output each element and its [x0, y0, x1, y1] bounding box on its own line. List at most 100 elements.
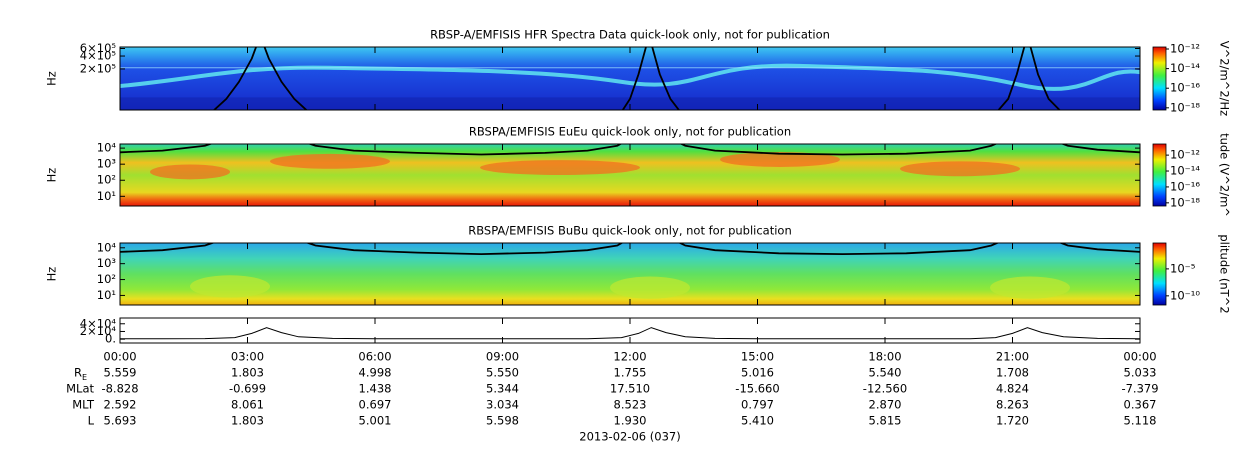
- ephemeris-label: L: [88, 414, 95, 428]
- colorbar: [1152, 46, 1167, 111]
- colorbar-tick-label: 10⁻¹⁴: [1170, 164, 1200, 178]
- y-tick-label: 10²: [97, 272, 116, 286]
- ephemeris-value: -15.660: [735, 382, 779, 396]
- y-tick-label: 10⁴: [97, 240, 117, 254]
- colorbar-tick-label: 10⁻¹⁸: [1170, 195, 1200, 209]
- ephemeris-value: -8.828: [101, 382, 138, 396]
- ephemeris-value: -0.699: [229, 382, 266, 396]
- ephemeris-value: 8.263: [996, 398, 1029, 412]
- y-axis-label: Hz: [45, 71, 59, 86]
- colorbar-label: plitude (nT^2: [1218, 234, 1232, 313]
- ephemeris-value: 4.824: [996, 382, 1029, 396]
- ephemeris-value: -12.560: [863, 382, 907, 396]
- ephemeris-value: 3.034: [486, 398, 519, 412]
- ephemeris-value: 1.438: [359, 382, 392, 396]
- colorbar-tick-label: 10⁻¹²: [1170, 42, 1200, 56]
- colorbar: [1152, 143, 1167, 207]
- ephemeris-label: MLat: [66, 382, 94, 396]
- ephemeris-value: 5.001: [359, 414, 392, 428]
- y-axis-label: Hz: [45, 267, 59, 282]
- x-tick-label: 00:00: [1123, 350, 1156, 364]
- ephemeris-value: 17.510: [610, 382, 650, 396]
- ephemeris-value: 0.697: [359, 398, 392, 412]
- ephemeris-value: 5.815: [869, 414, 902, 428]
- y-tick-label: 6×10⁵: [80, 41, 117, 55]
- ephemeris-value: 5.598: [486, 414, 519, 428]
- overlay-line: [212, 47, 1061, 110]
- texture: [270, 153, 390, 169]
- ephemeris-value: 0.367: [1124, 398, 1157, 412]
- ephemeris-value: 5.344: [486, 382, 519, 396]
- y-tick-label: 2×10⁵: [80, 61, 117, 75]
- y-tick-label: 2×10⁴: [80, 324, 117, 338]
- panel-title: RBSP-A/EMFISIS HFR Spectra Data quick-lo…: [430, 28, 830, 42]
- texture: [900, 161, 1020, 177]
- ephemeris-value: 5.540: [869, 366, 902, 380]
- ephemeris-value: 5.016: [741, 366, 774, 380]
- ephemeris-value: 8.523: [614, 398, 647, 412]
- colorbar-tick-label: 10⁻¹⁸: [1170, 100, 1200, 114]
- y-tick-label: 10²: [97, 173, 116, 187]
- date-label: 2013-02-06 (037): [579, 430, 680, 444]
- ephemeris-value: 1.930: [614, 414, 647, 428]
- y-tick-label: 4×10⁴: [80, 316, 117, 330]
- ephemeris-value: 2.592: [104, 398, 137, 412]
- x-tick-label: 09:00: [486, 350, 519, 364]
- panel-title: RBSPA/EMFISIS EuEu quick-look only, not …: [469, 125, 791, 139]
- ephemeris-value: 1.803: [231, 414, 264, 428]
- x-tick-label: 12:00: [613, 350, 646, 364]
- ephemeris-value: 8.061: [231, 398, 264, 412]
- colorbar-label: tude (V^2/m^: [1218, 133, 1232, 217]
- ephemeris-label: MLT: [72, 398, 95, 412]
- x-tick-label: 03:00: [231, 350, 264, 364]
- ephemeris-value: 4.998: [359, 366, 392, 380]
- y-tick-label: 0.: [105, 332, 116, 346]
- texture: [190, 275, 270, 298]
- ephemeris-value: 5.118: [1124, 414, 1157, 428]
- y-tick-label: 10³: [97, 256, 117, 270]
- line: [120, 327, 1140, 340]
- colorbar-label: V^2/m^2/Hz: [1218, 41, 1232, 116]
- y-tick-label: 4×10⁵: [80, 49, 117, 63]
- colorbar-tick-label: 10⁻⁵: [1170, 261, 1196, 275]
- ephemeris-subscript: E: [82, 373, 87, 382]
- ephemeris-value: 1.708: [996, 366, 1029, 380]
- ephemeris-value: 1.720: [996, 414, 1029, 428]
- x-tick-label: 06:00: [358, 350, 391, 364]
- x-tick-label: 15:00: [741, 350, 774, 364]
- x-tick-label: 00:00: [103, 350, 136, 364]
- colorbar-tick-label: 10⁻¹⁶: [1170, 179, 1200, 193]
- panel-title: RBSPA/EMFISIS BuBu quick-look only, not …: [468, 224, 792, 238]
- ephemeris-value: 5.559: [104, 366, 137, 380]
- ephemeris-value: 1.755: [614, 366, 647, 380]
- ephemeris-value: 5.693: [104, 414, 137, 428]
- colorbar-tick-label: 10⁻¹²: [1170, 148, 1200, 162]
- colorbar-tick-label: 10⁻¹⁰: [1170, 288, 1200, 302]
- ephemeris-value: -7.379: [1121, 382, 1158, 396]
- ephemeris-value: 1.803: [231, 366, 264, 380]
- y-tick-label: 10¹: [97, 288, 116, 302]
- y-axis-label: Hz: [45, 168, 59, 183]
- ephemeris-value: 5.550: [486, 366, 519, 380]
- ephemeris-value: 5.033: [1124, 366, 1157, 380]
- y-tick-label: 10⁴: [97, 141, 117, 155]
- x-tick-label: 21:00: [996, 350, 1029, 364]
- texture: [480, 160, 640, 175]
- y-tick-label: 10³: [97, 157, 117, 171]
- colorbar-tick-label: 10⁻¹⁴: [1170, 61, 1200, 75]
- texture: [150, 164, 230, 180]
- texture: [610, 276, 690, 299]
- ephemeris-value: 5.410: [741, 414, 774, 428]
- spectrogram-texture: [190, 275, 1070, 299]
- texture: [720, 152, 840, 167]
- texture: [990, 276, 1070, 299]
- colorbar-tick-label: 10⁻¹⁶: [1170, 81, 1200, 95]
- x-tick-label: 18:00: [868, 350, 901, 364]
- ephemeris-value: 0.797: [741, 398, 774, 412]
- ephemeris-value: 2.870: [869, 398, 902, 412]
- y-tick-label: 10¹: [97, 189, 116, 203]
- ephemeris-label: RE: [74, 366, 87, 382]
- colorbar: [1152, 242, 1167, 306]
- spectrogram-texture: [150, 152, 1020, 180]
